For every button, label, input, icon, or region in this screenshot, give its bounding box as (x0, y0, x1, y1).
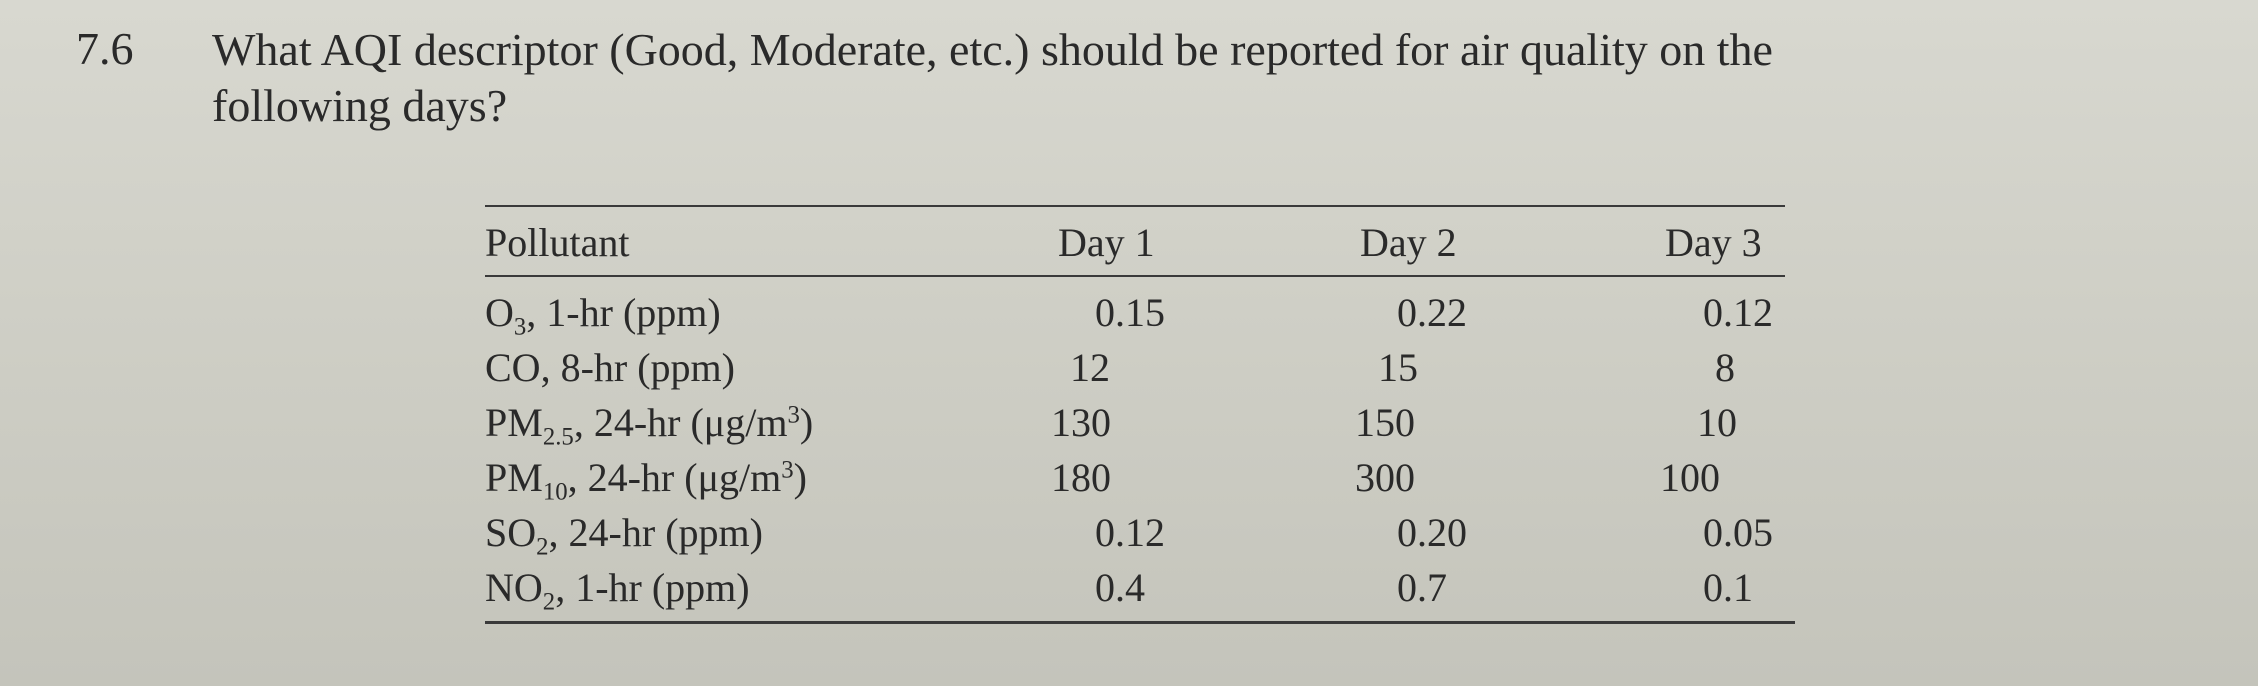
day-1-value: 0.15 (1095, 290, 1165, 335)
table-row-co: CO, 8-hr (ppm) 12 15 8 (485, 344, 1795, 399)
day-2-value: 0.7 (1397, 565, 1447, 610)
day-1-value: 180 (1051, 455, 1111, 500)
day-3-value: 0.05 (1703, 510, 1773, 555)
pollutant-label: CO, 8-hr (ppm) (485, 345, 735, 390)
header-day-1: Day 1 (1058, 220, 1155, 265)
table-bottom-rule (485, 621, 1795, 624)
table-row-so2: SO2, 24-hr (ppm) 0.12 0.20 0.05 (485, 509, 1795, 564)
header-day-3: Day 3 (1665, 220, 1762, 265)
aqi-data-table: Pollutant Day 1 Day 2 Day 3 O3, 1-hr (pp… (485, 205, 1795, 625)
day-2-value: 300 (1355, 455, 1415, 500)
day-3-value: 100 (1660, 455, 1720, 500)
pollutant-label: PM10, 24-hr (μg/m3) (485, 455, 807, 506)
day-2-value: 0.22 (1397, 290, 1467, 335)
table-row-pm25: PM2.5, 24-hr (μg/m3) 130 150 10 (485, 399, 1795, 454)
header-pollutant: Pollutant (485, 220, 630, 265)
pollutant-label: PM2.5, 24-hr (μg/m3) (485, 400, 814, 451)
table-body: O3, 1-hr (ppm) 0.15 0.22 0.12 CO, 8-hr (… (485, 289, 1795, 619)
day-3-value: 0.1 (1703, 565, 1753, 610)
pollutant-label: O3, 1-hr (ppm) (485, 290, 721, 341)
problem-question: What AQI descriptor (Good, Moderate, etc… (212, 22, 2172, 134)
day-3-value: 0.12 (1703, 290, 1773, 335)
table-row-no2: NO2, 1-hr (ppm) 0.4 0.7 0.1 (485, 564, 1795, 619)
table-top-rule (485, 205, 1785, 207)
question-line-2: following days? (212, 80, 508, 131)
pollutant-label: SO2, 24-hr (ppm) (485, 510, 763, 561)
day-2-value: 0.20 (1397, 510, 1467, 555)
table-row-o3: O3, 1-hr (ppm) 0.15 0.22 0.12 (485, 289, 1795, 344)
day-1-value: 12 (1070, 345, 1110, 390)
pollutant-label: NO2, 1-hr (ppm) (485, 565, 750, 616)
day-3-value: 10 (1697, 400, 1737, 445)
question-line-1: What AQI descriptor (Good, Moderate, etc… (212, 24, 1773, 75)
table-header-rule (485, 275, 1785, 277)
table-header-row: Pollutant Day 1 Day 2 Day 3 (485, 219, 1795, 269)
table-row-pm10: PM10, 24-hr (μg/m3) 180 300 100 (485, 454, 1795, 509)
day-2-value: 15 (1378, 345, 1418, 390)
day-1-value: 130 (1051, 400, 1111, 445)
problem-number: 7.6 (76, 23, 134, 74)
day-1-value: 0.12 (1095, 510, 1165, 555)
day-1-value: 0.4 (1095, 565, 1145, 610)
day-3-value: 8 (1715, 345, 1735, 390)
header-day-2: Day 2 (1360, 220, 1457, 265)
day-2-value: 150 (1355, 400, 1415, 445)
